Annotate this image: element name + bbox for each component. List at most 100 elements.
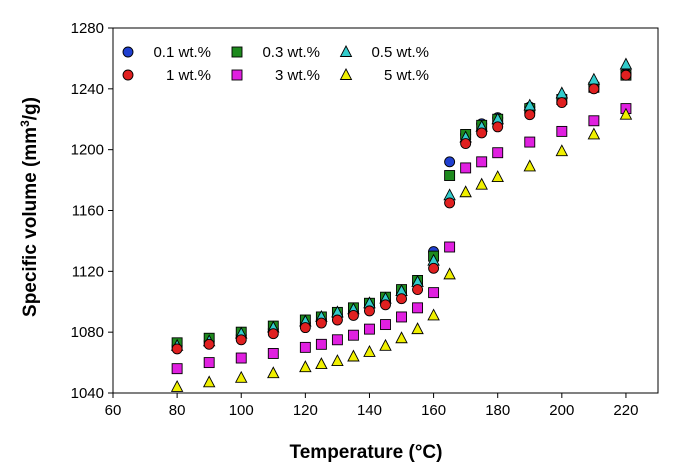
data-point [396,293,407,305]
data-point [476,127,488,139]
legend-label: 0.5 wt.% [371,44,429,61]
data-point [331,354,344,367]
data-point [396,311,407,323]
data-point [619,107,633,120]
y-tick-label: 1240 [71,81,104,98]
legend-label: 3 wt.% [275,67,320,84]
data-point [619,57,633,70]
y-axis-title-tail: /g) [20,97,41,120]
data-point [202,375,216,388]
data-point [556,97,568,108]
y-tick-label: 1280 [71,20,104,37]
data-point [428,262,440,274]
data-point [331,334,343,346]
series-5-wt [170,107,633,392]
legend-label: 1 wt.% [166,67,211,84]
legend-entry: 1 wt.% [122,67,211,84]
x-tick-label: 200 [549,402,574,419]
series-1-wt [171,69,632,355]
legend-label: 0.1 wt.% [153,44,211,61]
data-point [444,170,456,181]
data-point [428,287,440,299]
data-point [379,338,392,351]
data-point [443,267,456,280]
y-tick-label: 1160 [72,203,104,220]
data-point [556,125,568,137]
x-axis-title: Temperature (°C) [290,442,443,463]
data-point [171,343,183,355]
data-point [203,357,215,369]
data-point [555,144,569,157]
data-point [588,115,600,127]
data-point [427,308,440,321]
legend-label: 0.3 wt.% [262,44,320,61]
y-axis-title-main: Specific volume (mm [20,127,41,317]
x-tick-label: 180 [485,402,510,419]
data-point [299,341,311,353]
data-point [587,127,601,140]
data-point [267,328,279,340]
data-point [315,338,327,350]
x-tick-label: 120 [293,402,318,419]
data-point [444,156,456,168]
data-point [620,69,632,81]
data-point [267,348,279,359]
x-tick-label: 160 [421,402,446,419]
data-point [444,197,456,209]
legend-entry: 5 wt.% [339,67,429,84]
data-marks [170,57,633,392]
data-point [459,185,472,198]
legend-marker [122,46,134,58]
data-point [411,322,424,335]
x-tick-label: 80 [169,402,186,419]
data-point [364,323,375,335]
data-point [234,370,248,383]
data-point [347,329,359,341]
legend: 0.1 wt.% 0.3 wt.% 0.5 wt.% 1 wt.% 3 wt.% 5 wt… [122,44,429,84]
data-point [331,314,343,326]
data-point [588,83,600,95]
legend-marker [339,68,353,80]
data-point [491,170,504,182]
legend-marker [231,46,243,58]
data-point [363,344,376,357]
legend-entry: 3 wt.% [231,67,320,84]
data-point [492,147,504,159]
data-point [412,284,424,296]
data-point [444,241,456,253]
data-point [524,109,536,121]
data-point [395,331,408,344]
data-point [475,177,488,190]
data-point [380,299,391,311]
data-point [235,352,247,364]
x-tick-label: 60 [105,402,122,419]
data-point [315,317,327,329]
legend-marker [339,45,353,57]
y-tick-label: 1200 [71,142,104,159]
legend-entry: 0.3 wt.% [231,44,320,61]
data-point [315,357,328,370]
data-point [235,334,247,346]
legend-marker [231,69,243,81]
data-point [460,162,472,174]
data-point [170,379,184,392]
y-tick-label: 1080 [71,324,104,341]
data-point [476,156,488,168]
y-axis-title-superscript: 3 [18,120,32,127]
x-tick-label: 100 [229,402,254,419]
data-point [364,305,375,317]
data-point [299,322,311,334]
y-axis-title: Specific volume (mm3/g) [18,97,41,317]
legend-label: 5 wt.% [384,67,429,84]
data-point [380,319,391,331]
data-point [412,302,424,314]
data-point [524,136,536,148]
y-tick-label: 1120 [72,263,104,280]
legend-marker [122,69,134,81]
y-tick-label: 1040 [71,385,104,402]
data-point [492,121,504,133]
legend-entry: 0.5 wt.% [339,44,429,61]
x-tick-label: 220 [613,402,638,419]
